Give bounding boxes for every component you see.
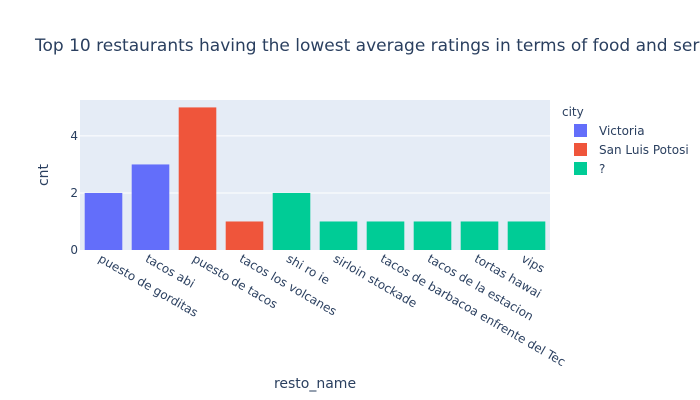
legend-swatch[interactable] [574, 162, 587, 175]
bar-3[interactable] [225, 221, 264, 250]
x-tick-label: sirloin stockade [331, 251, 419, 310]
bar-8[interactable] [460, 221, 499, 250]
x-axis-title: resto_name [274, 376, 356, 392]
y-axis-title: cnt [36, 163, 52, 186]
bar-4[interactable] [272, 192, 311, 250]
y-tick-label: 4 [70, 129, 78, 143]
y-tick-label: 2 [70, 186, 78, 200]
bar-0[interactable] [84, 192, 123, 250]
x-tick-label: puesto de tacos [190, 251, 280, 311]
y-tick-labels: 0 2 4 [70, 129, 78, 257]
bar-7[interactable] [413, 221, 452, 250]
legend-swatch[interactable] [574, 143, 587, 156]
legend-swatch[interactable] [574, 124, 587, 137]
bar-1[interactable] [131, 164, 170, 250]
x-tick-label: vips [519, 251, 547, 275]
legend-title: city [562, 105, 584, 119]
bar-5[interactable] [319, 221, 358, 250]
legend[interactable]: city Victoria San Luis Potosi? [562, 105, 689, 176]
bar-2[interactable] [178, 107, 217, 250]
bar-6[interactable] [366, 221, 405, 250]
legend-label[interactable]: ? [599, 162, 605, 176]
bar-9[interactable] [507, 221, 546, 250]
chart-title: Top 10 restaurants having the lowest ave… [34, 36, 700, 56]
legend-label[interactable]: San Luis Potosi [599, 143, 689, 157]
legend-label[interactable]: Victoria [599, 124, 645, 138]
bars [84, 107, 546, 250]
y-tick-label: 0 [70, 243, 78, 257]
